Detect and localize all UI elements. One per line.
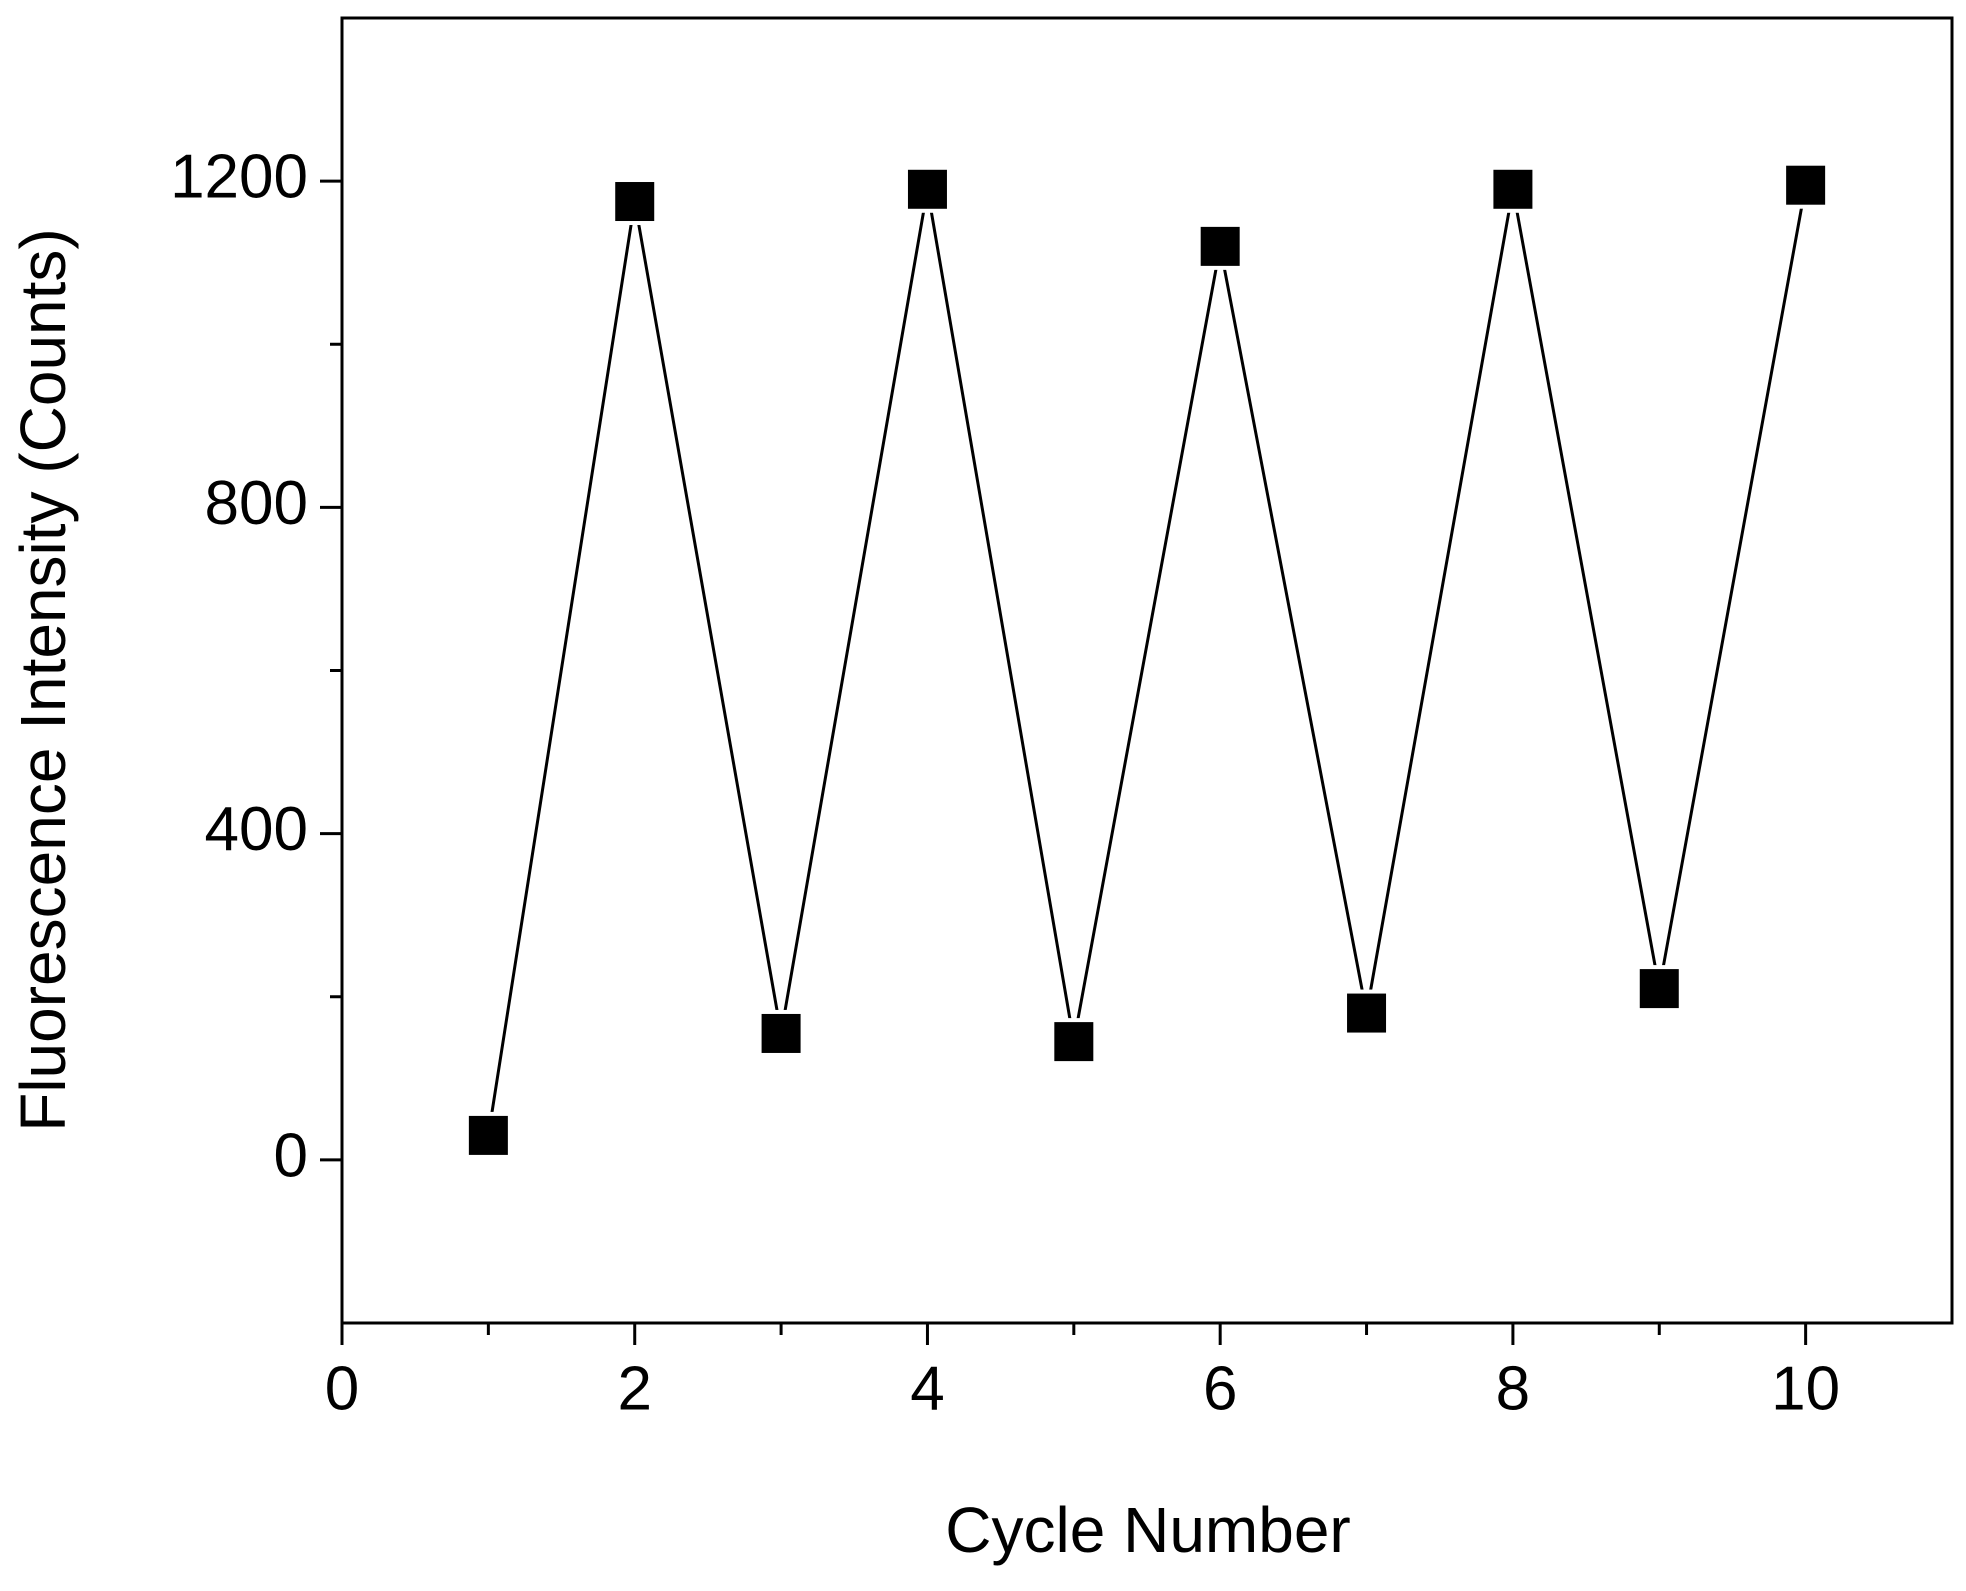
x-axis-title: Cycle Number	[945, 1494, 1350, 1566]
marker	[757, 1009, 805, 1057]
marker	[903, 165, 951, 213]
marker	[1050, 1018, 1098, 1066]
plot-frame	[340, 16, 1954, 1325]
series-line	[486, 184, 1808, 1136]
marker	[1196, 222, 1244, 270]
x-tick-label: 10	[1771, 1354, 1840, 1423]
marker	[1782, 161, 1830, 209]
marker	[1343, 989, 1391, 1037]
marker	[1489, 165, 1537, 213]
x-tick-label: 0	[325, 1354, 359, 1423]
y-tick-label: 1200	[170, 143, 308, 212]
marker	[464, 1111, 512, 1159]
marker	[611, 178, 659, 226]
x-tick-label: 8	[1496, 1354, 1530, 1423]
x-tick-label: 4	[910, 1354, 944, 1423]
y-axis-title: Fluorescence Intensity (Counts)	[7, 228, 79, 1132]
x-tick-label: 6	[1203, 1354, 1237, 1423]
y-tick-label: 400	[205, 795, 308, 864]
y-tick-label: 800	[205, 469, 308, 538]
marker	[1635, 965, 1683, 1013]
y-tick-label: 0	[274, 1121, 308, 1190]
x-tick-label: 2	[617, 1354, 651, 1423]
